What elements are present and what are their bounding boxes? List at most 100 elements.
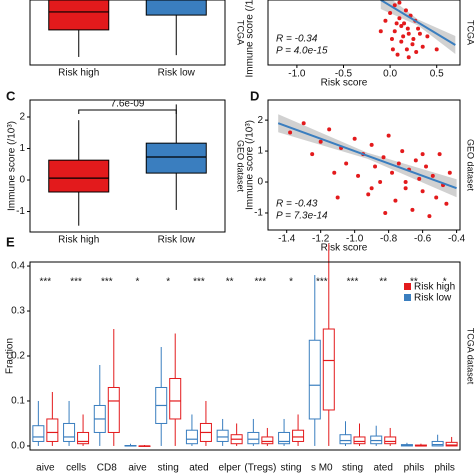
point bbox=[366, 192, 371, 197]
point bbox=[400, 149, 405, 154]
point bbox=[403, 180, 408, 185]
side-label: TCGA bbox=[466, 20, 474, 45]
point bbox=[414, 50, 419, 54]
box bbox=[48, 0, 110, 31]
x-tick-label: aive bbox=[36, 463, 55, 474]
side-label: GEO dataset bbox=[236, 140, 246, 193]
point bbox=[301, 121, 306, 126]
box bbox=[145, 0, 207, 16]
x-tick-label: -0.4 bbox=[448, 234, 466, 245]
point bbox=[413, 158, 418, 163]
point bbox=[399, 24, 404, 28]
point bbox=[310, 152, 315, 157]
significance: *** bbox=[193, 277, 205, 288]
point bbox=[392, 3, 397, 8]
box bbox=[370, 435, 383, 445]
point bbox=[383, 210, 388, 215]
point bbox=[411, 37, 416, 41]
x-tick-label: s M0 bbox=[311, 463, 333, 474]
legend-swatch bbox=[404, 283, 411, 290]
y-tick-label: 2 bbox=[257, 115, 263, 126]
legend-label: Risk high bbox=[414, 282, 455, 293]
point bbox=[444, 201, 449, 206]
x-tick-label: phils bbox=[404, 463, 425, 474]
y-tick-label: -1 bbox=[16, 206, 25, 217]
box bbox=[308, 339, 321, 420]
y-axis-label: Fraction bbox=[5, 338, 16, 374]
x-tick-label: -1.0 bbox=[346, 234, 364, 245]
box bbox=[185, 429, 198, 445]
stat-label: P = 4.0e-15 bbox=[276, 46, 328, 57]
point bbox=[397, 0, 402, 5]
point bbox=[369, 142, 374, 147]
point bbox=[373, 164, 378, 169]
y-tick-label: 0 bbox=[19, 175, 25, 186]
point bbox=[394, 21, 399, 26]
point bbox=[430, 173, 435, 178]
stat-label: P = 7.3e-14 bbox=[276, 211, 328, 222]
box bbox=[339, 434, 352, 445]
x-tick-label: 0.0 bbox=[383, 69, 397, 80]
fit-line bbox=[277, 122, 457, 190]
x-tick-label: cells bbox=[66, 463, 86, 474]
confidence-band bbox=[380, 0, 456, 54]
fit-line bbox=[380, 0, 456, 46]
point bbox=[392, 29, 397, 34]
box bbox=[353, 436, 366, 445]
significance: *** bbox=[101, 277, 113, 288]
y-tick-label: 0.4 bbox=[11, 261, 25, 272]
significance: ** bbox=[226, 277, 234, 288]
x-tick-label: -1.2 bbox=[312, 234, 330, 245]
box bbox=[145, 142, 207, 174]
p-value: 7.6e-09 bbox=[111, 99, 145, 110]
point bbox=[420, 152, 425, 157]
point bbox=[416, 26, 421, 31]
point bbox=[410, 42, 415, 47]
x-tick-label: -0.8 bbox=[380, 234, 398, 245]
y-tick-label: -1 bbox=[254, 208, 263, 219]
x-tick-label: ated bbox=[373, 463, 392, 474]
x-tick-label: Risk low bbox=[158, 235, 196, 246]
point bbox=[434, 195, 439, 200]
point bbox=[410, 207, 415, 212]
y-tick-label: 0 bbox=[257, 177, 263, 188]
point bbox=[318, 139, 323, 144]
point bbox=[383, 18, 388, 23]
point bbox=[288, 130, 293, 135]
point bbox=[352, 136, 357, 141]
box bbox=[48, 159, 110, 193]
point bbox=[378, 180, 383, 185]
point bbox=[403, 8, 408, 13]
side-label: TCGA bbox=[236, 20, 246, 45]
legend-swatch bbox=[404, 294, 411, 301]
box bbox=[77, 431, 90, 445]
box bbox=[278, 431, 291, 445]
x-tick-label: 0.5 bbox=[430, 69, 444, 80]
significance: ** bbox=[410, 277, 418, 288]
point bbox=[369, 186, 374, 191]
x-tick-label: -0.6 bbox=[414, 234, 432, 245]
panel-letter: E bbox=[6, 234, 15, 249]
plot-frame bbox=[267, 0, 461, 66]
x-tick-label: Risk low bbox=[158, 68, 196, 79]
panel-letter: D bbox=[250, 88, 259, 103]
panel-letter: C bbox=[6, 88, 16, 103]
box bbox=[322, 328, 335, 411]
significance: *** bbox=[255, 277, 267, 288]
y-axis-label: Immune score (/10³) bbox=[245, 120, 256, 210]
x-tick-label: (Tregs) bbox=[244, 463, 276, 474]
y-axis-label: Immune score (/10³) bbox=[245, 0, 256, 78]
x-tick-label: -1.0 bbox=[288, 69, 306, 80]
x-tick-label: ated bbox=[189, 463, 208, 474]
point bbox=[424, 164, 429, 169]
point bbox=[417, 176, 422, 181]
significance: * bbox=[289, 277, 293, 288]
point bbox=[332, 170, 337, 175]
box bbox=[169, 377, 182, 420]
y-tick-label: 2 bbox=[19, 112, 25, 123]
point bbox=[399, 39, 404, 44]
significance: ** bbox=[379, 277, 387, 288]
box bbox=[107, 386, 120, 433]
point bbox=[437, 152, 442, 157]
box bbox=[261, 436, 274, 445]
